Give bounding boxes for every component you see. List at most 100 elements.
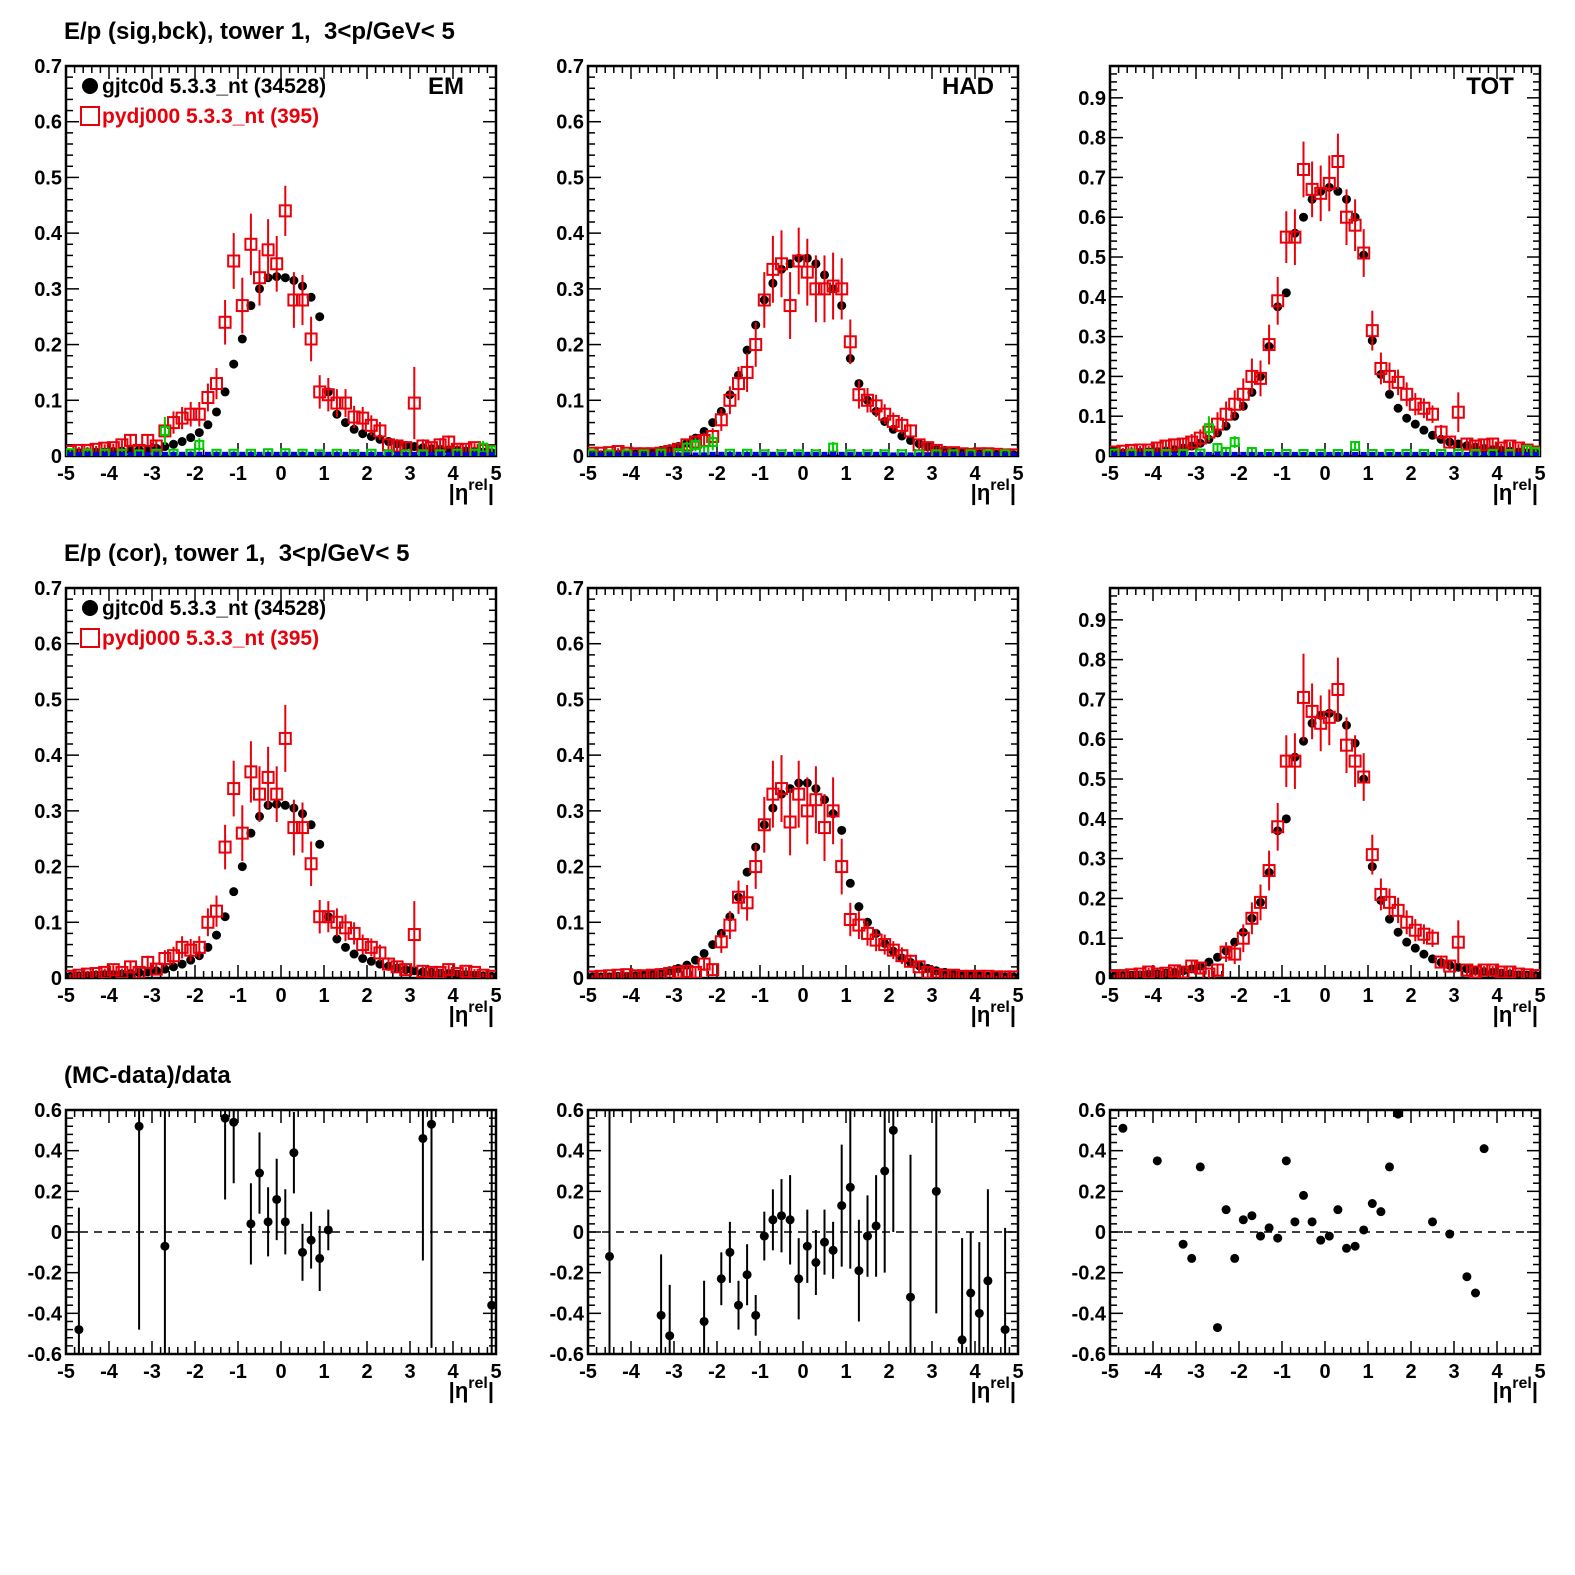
background-point-blue [1214,451,1221,456]
mc-point [278,731,292,745]
background-point-blue [1274,451,1281,456]
data-point [298,1247,307,1257]
x-tick-label: 5 [1012,1361,1023,1383]
background-point [1401,449,1412,456]
mc-point [407,928,421,942]
background-point [604,449,615,456]
x-tick-label: 0 [797,985,808,1007]
background-point [948,449,959,456]
mc-point [373,946,387,960]
background-point-blue [1352,451,1359,456]
y-tick-label: 0.4 [34,1141,63,1163]
data-point [315,839,325,849]
mc-point [947,446,960,456]
data-point [742,1270,752,1280]
mc-point [296,821,309,835]
background-point [588,449,598,456]
mc-point [1391,375,1405,389]
background-point [66,448,76,456]
data-point [768,1215,778,1225]
mc-point [938,969,952,978]
mc-point [792,254,806,268]
background-point-blue [976,452,983,456]
background-point [1504,449,1515,456]
y-tick-label: 0.6 [556,634,584,656]
background-point-blue [454,451,461,456]
background-point [742,448,753,456]
chart-panel-r1-em: -5 -4 -3 -2 -1 0 1 2 3 4 5 0 0.1 0.2 0.3 0.4 0.5 0.6 0.7 |η… [34,56,501,505]
data-point [1256,1231,1265,1241]
background-point-blue [256,451,263,456]
background-point [1384,449,1395,456]
mc-point [1451,935,1465,949]
background-point [1530,447,1540,456]
y-tick-label: 0 [51,1222,62,1244]
legend: gjtc0d 5.3.3_nt (34528) pydj000 5.3.3_nt … [80,597,326,650]
x-tick-label: 2 [883,463,894,485]
background-point-blue [709,451,716,456]
chart-panel-r3-had: -5 -4 -3 -2 -1 0 1 2 3 4 5 -0.6 -0.4 -0.2 0 0.2 0.4 0.6 |η… [550,1100,1024,1403]
data-point [759,1231,769,1241]
y-tick-label: 0.4 [34,745,63,767]
chart-panel-r2-em: -5 -4 -3 -2 -1 0 1 2 3 4 5 0 0.1 0.2 0.3 0.4 0.5 0.6 0.7 |η… [34,578,501,1027]
mc-point [1007,970,1018,978]
mc-point [1245,911,1259,925]
chart-panel-r2-tot: -5 -4 -3 -2 -1 0 1 2 3 4 5 0 0.1 0.2 0.3 0.4 0.5 0.6 0.7 0.… [1078,586,1546,1027]
mc-point [588,970,599,978]
background-point [1229,437,1240,448]
x-tick-label: 4 [447,1361,459,1383]
mc-point [382,957,395,971]
background-point [383,449,394,456]
background-point-blue [84,451,91,456]
mc-point [201,915,215,929]
background-point-blue [273,451,280,456]
background-point-blue [110,451,117,456]
mc-point [253,787,266,801]
background-point-blue [769,451,776,456]
data-point [1350,1241,1360,1251]
background-point-blue [402,451,409,456]
mc-point [723,393,737,407]
mc-point [261,770,275,784]
mc-point [1383,895,1396,909]
data-point [186,433,196,443]
data-point [1273,1233,1283,1243]
x-tick-label: 0 [797,463,808,485]
background-point-blue [437,451,444,456]
series-layer [66,705,496,978]
y-tick-label: -0.2 [1072,1263,1106,1285]
x-tick-label: 3 [1448,1361,1459,1383]
background-point-blue [213,451,220,456]
background-point-blue [959,452,966,456]
x-tick-label: 4 [1491,1361,1503,1383]
background-point-blue [830,451,837,456]
mc-point [740,896,754,910]
background-point-blue [873,451,880,456]
data-point [931,1186,941,1196]
plot-frame [1108,586,1542,980]
x-tick-label: -5 [579,463,597,485]
data-point [487,1300,496,1310]
series-layer [74,1110,496,1354]
x-tick-label: 1 [318,1361,329,1383]
x-tick-label: 5 [1534,985,1545,1007]
mc-point [1202,967,1216,978]
background-point-blue [282,451,289,456]
background-point-blue [1119,451,1126,456]
background-point-blue [1420,451,1427,456]
background-point-blue [411,451,418,456]
mc-point [167,416,180,430]
background-point-blue [795,451,802,456]
mc-point [1357,246,1371,260]
data-point [1281,1156,1291,1166]
mc-point [244,237,258,251]
y-tick-label: 0 [1095,968,1106,990]
data-point [289,1148,299,1158]
mc-point [1211,963,1224,977]
background-point-blue [838,451,845,456]
mc-point [227,254,241,268]
background-point [1487,449,1498,456]
mc-point [1288,754,1302,768]
background-point-blue [1317,451,1324,456]
